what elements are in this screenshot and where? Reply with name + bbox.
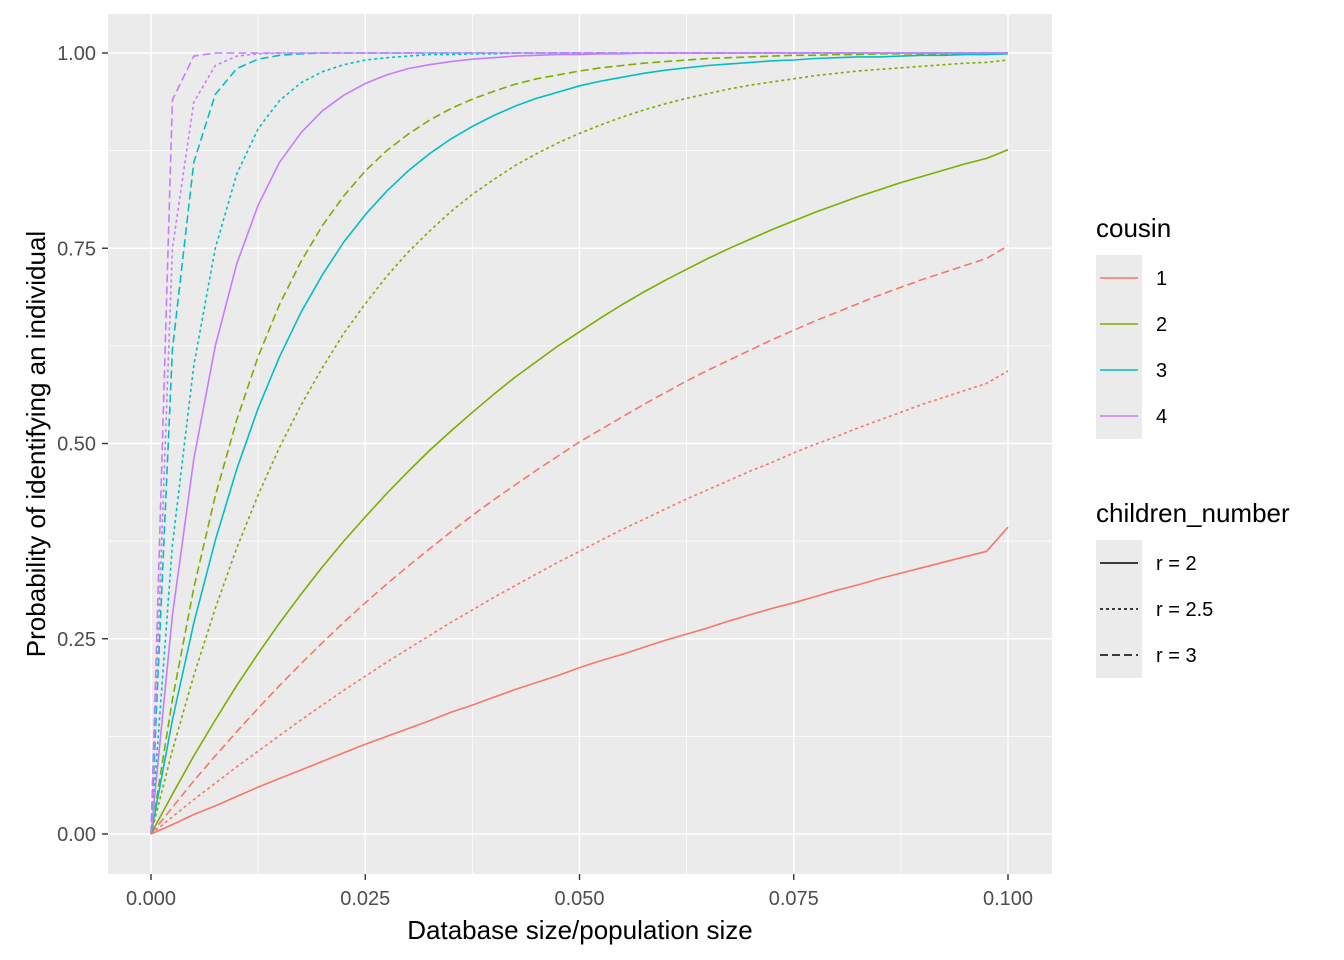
gridlines (108, 14, 1052, 874)
children-number-legend-label: r = 2.5 (1156, 599, 1213, 621)
series-line-cousin-2-dashed (150, 52, 1008, 835)
series-line-cousin-3-solid (150, 53, 1009, 835)
cousin-legend-label-3: 3 (1156, 360, 1167, 382)
y-axis: 0.00 0.25 0.50 0.75 1.00 (57, 43, 108, 846)
cousin-legend-keys-background (1096, 255, 1142, 439)
children-number-legend-title: children_number (1096, 498, 1290, 528)
children-number-legend-label: r = 3 (1156, 645, 1197, 667)
children-number-legend: children_number r = 2 r = 2.5 r = 3 (1096, 498, 1290, 678)
series-lines (150, 52, 1009, 835)
y-tick-label: 0.75 (57, 238, 96, 260)
series-line-cousin-1-dashed (150, 245, 1009, 835)
series-line-cousin-4-dashed (150, 52, 1008, 835)
y-tick-label: 0.25 (57, 629, 96, 651)
series-line-cousin-1-solid (150, 526, 1009, 835)
cousin-legend-title: cousin (1096, 213, 1171, 243)
cousin-legend-label-2: 2 (1156, 314, 1167, 336)
cousin-legend: cousin 1 2 3 4 (1096, 213, 1171, 439)
x-tick-label: 0.025 (340, 888, 390, 910)
x-tick-label: 0.000 (126, 888, 176, 910)
y-tick-label: 1.00 (57, 43, 96, 65)
cousin-legend-label-4: 4 (1156, 406, 1167, 428)
cousin-legend-label-1: 1 (1156, 268, 1167, 290)
x-tick-label: 0.050 (554, 888, 604, 910)
series-line-cousin-2-dotted (150, 59, 1009, 835)
x-tick-label: 0.075 (769, 888, 819, 910)
y-tick-label: 0.00 (57, 824, 96, 846)
y-tick-label: 0.50 (57, 434, 96, 456)
series-line-cousin-2-solid (150, 149, 1009, 835)
y-axis-title: Probability of identifying an individual (21, 231, 51, 657)
children-number-legend-label: r = 2 (1156, 553, 1197, 575)
x-axis: 0.000 0.025 0.050 0.075 0.100 (126, 874, 1033, 910)
x-axis-title: Database size/population size (407, 915, 752, 945)
x-tick-label: 0.100 (983, 888, 1033, 910)
